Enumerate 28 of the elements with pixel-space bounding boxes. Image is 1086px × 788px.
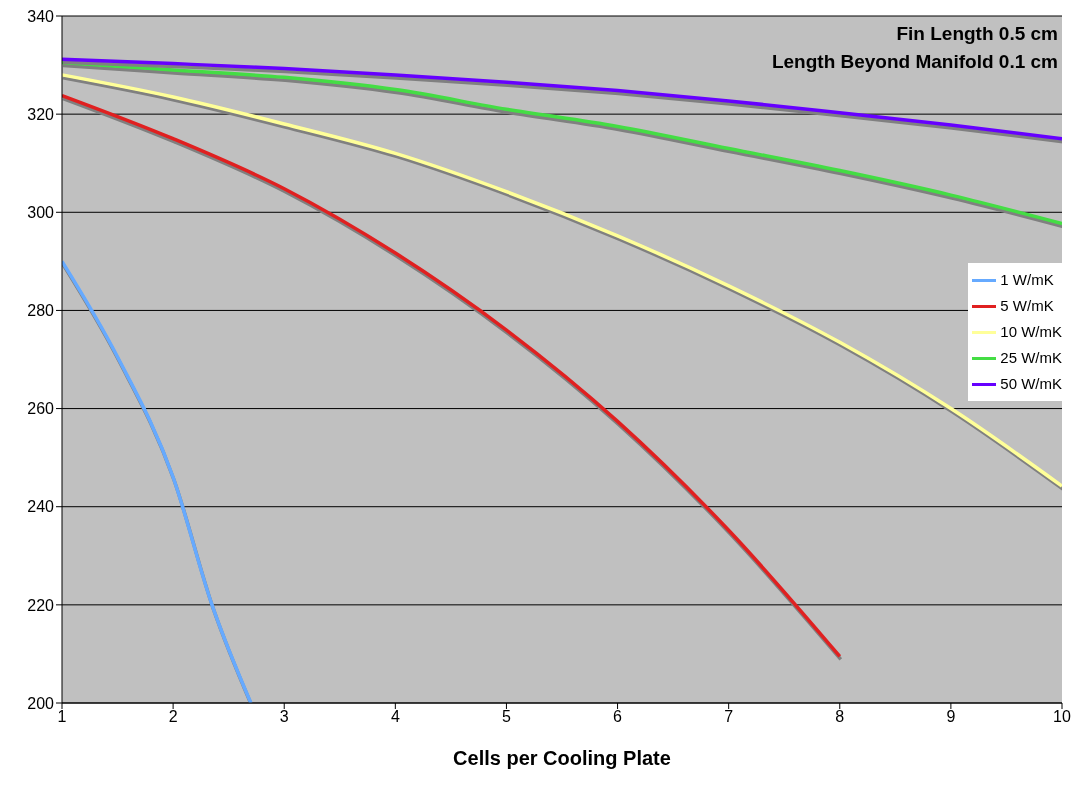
x-tick-label: 2: [168, 708, 178, 726]
x-tick-label: 10: [1053, 708, 1071, 726]
y-tick-label: 260: [27, 400, 55, 418]
x-tick-label: 8: [835, 708, 845, 726]
y-tick-label: 340: [27, 7, 55, 25]
x-axis-title: Cells per Cooling Plate: [453, 747, 671, 769]
annotation: Length Beyond Manifold 0.1 cm: [771, 50, 1058, 74]
line-series: [62, 259, 253, 703]
legend-label: 5 W/mK: [1000, 296, 1054, 316]
y-tick-label: 300: [27, 203, 55, 221]
x-tick-label: 6: [613, 708, 623, 726]
legend-label: 10 W/mK: [1000, 322, 1062, 342]
y-tick-label: 320: [27, 105, 55, 123]
y-tick-label: 280: [27, 302, 55, 320]
legend-label: 1 W/mK: [1000, 270, 1054, 290]
line-series: [62, 93, 842, 659]
x-tick-label: 7: [724, 708, 734, 726]
y-tick-label: 200: [27, 694, 55, 712]
annotation: Fin Length 0.5 cm: [895, 22, 1058, 46]
y-tick-label: 240: [27, 498, 55, 516]
x-tick-label: 5: [501, 708, 511, 726]
x-tick-label: 4: [390, 708, 400, 726]
legend-label: 50 W/mK: [1000, 374, 1062, 394]
legend-label: 25 W/mK: [1000, 348, 1062, 368]
x-tick-label: 9: [946, 708, 956, 726]
x-tick-label: 1: [57, 708, 67, 726]
y-tick-label: 220: [27, 596, 55, 614]
x-tick-label: 3: [279, 708, 289, 726]
